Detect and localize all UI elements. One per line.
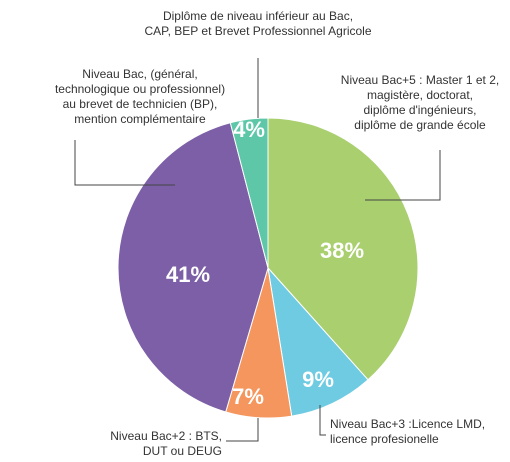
category-label: mention complémentaire — [74, 112, 206, 126]
value-label: 4% — [233, 117, 265, 142]
category-label: Niveau Bac, (général, — [82, 67, 197, 81]
category-label: diplôme de grande école — [354, 118, 486, 132]
category-label: Niveau Bac+5 : Master 1 et 2, — [341, 73, 499, 87]
category-label: Diplôme de niveau inférieur au Bac, — [163, 9, 353, 23]
leader-line — [365, 150, 441, 201]
category-label: magistère, doctorat, — [367, 88, 473, 102]
category-label: Niveau Bac+2 : BTS, — [110, 429, 222, 443]
category-label: licence profesionelle — [330, 432, 439, 446]
leader-line — [319, 405, 326, 436]
pie-slice — [267, 117, 419, 381]
category-label: au brevet de technicien (BP), — [63, 97, 218, 111]
pie-slice — [267, 266, 369, 417]
leader-line — [226, 418, 259, 442]
value-label: 9% — [302, 367, 334, 392]
pie-slice — [117, 122, 269, 413]
value-label: 41% — [166, 262, 210, 287]
category-label: diplôme d'ingénieurs, — [363, 103, 476, 117]
leader-line — [74, 140, 175, 186]
category-label: Niveau Bac+3 :Licence LMD, — [330, 417, 485, 431]
category-label: DUT ou DEUG — [143, 444, 222, 458]
value-label: 7% — [232, 384, 264, 409]
value-label: 38% — [320, 238, 364, 263]
pie-slice — [229, 117, 269, 269]
category-label: CAP, BEP et Brevet Professionnel Agricol… — [144, 24, 371, 38]
category-label: technologique ou professionnel) — [55, 82, 225, 96]
